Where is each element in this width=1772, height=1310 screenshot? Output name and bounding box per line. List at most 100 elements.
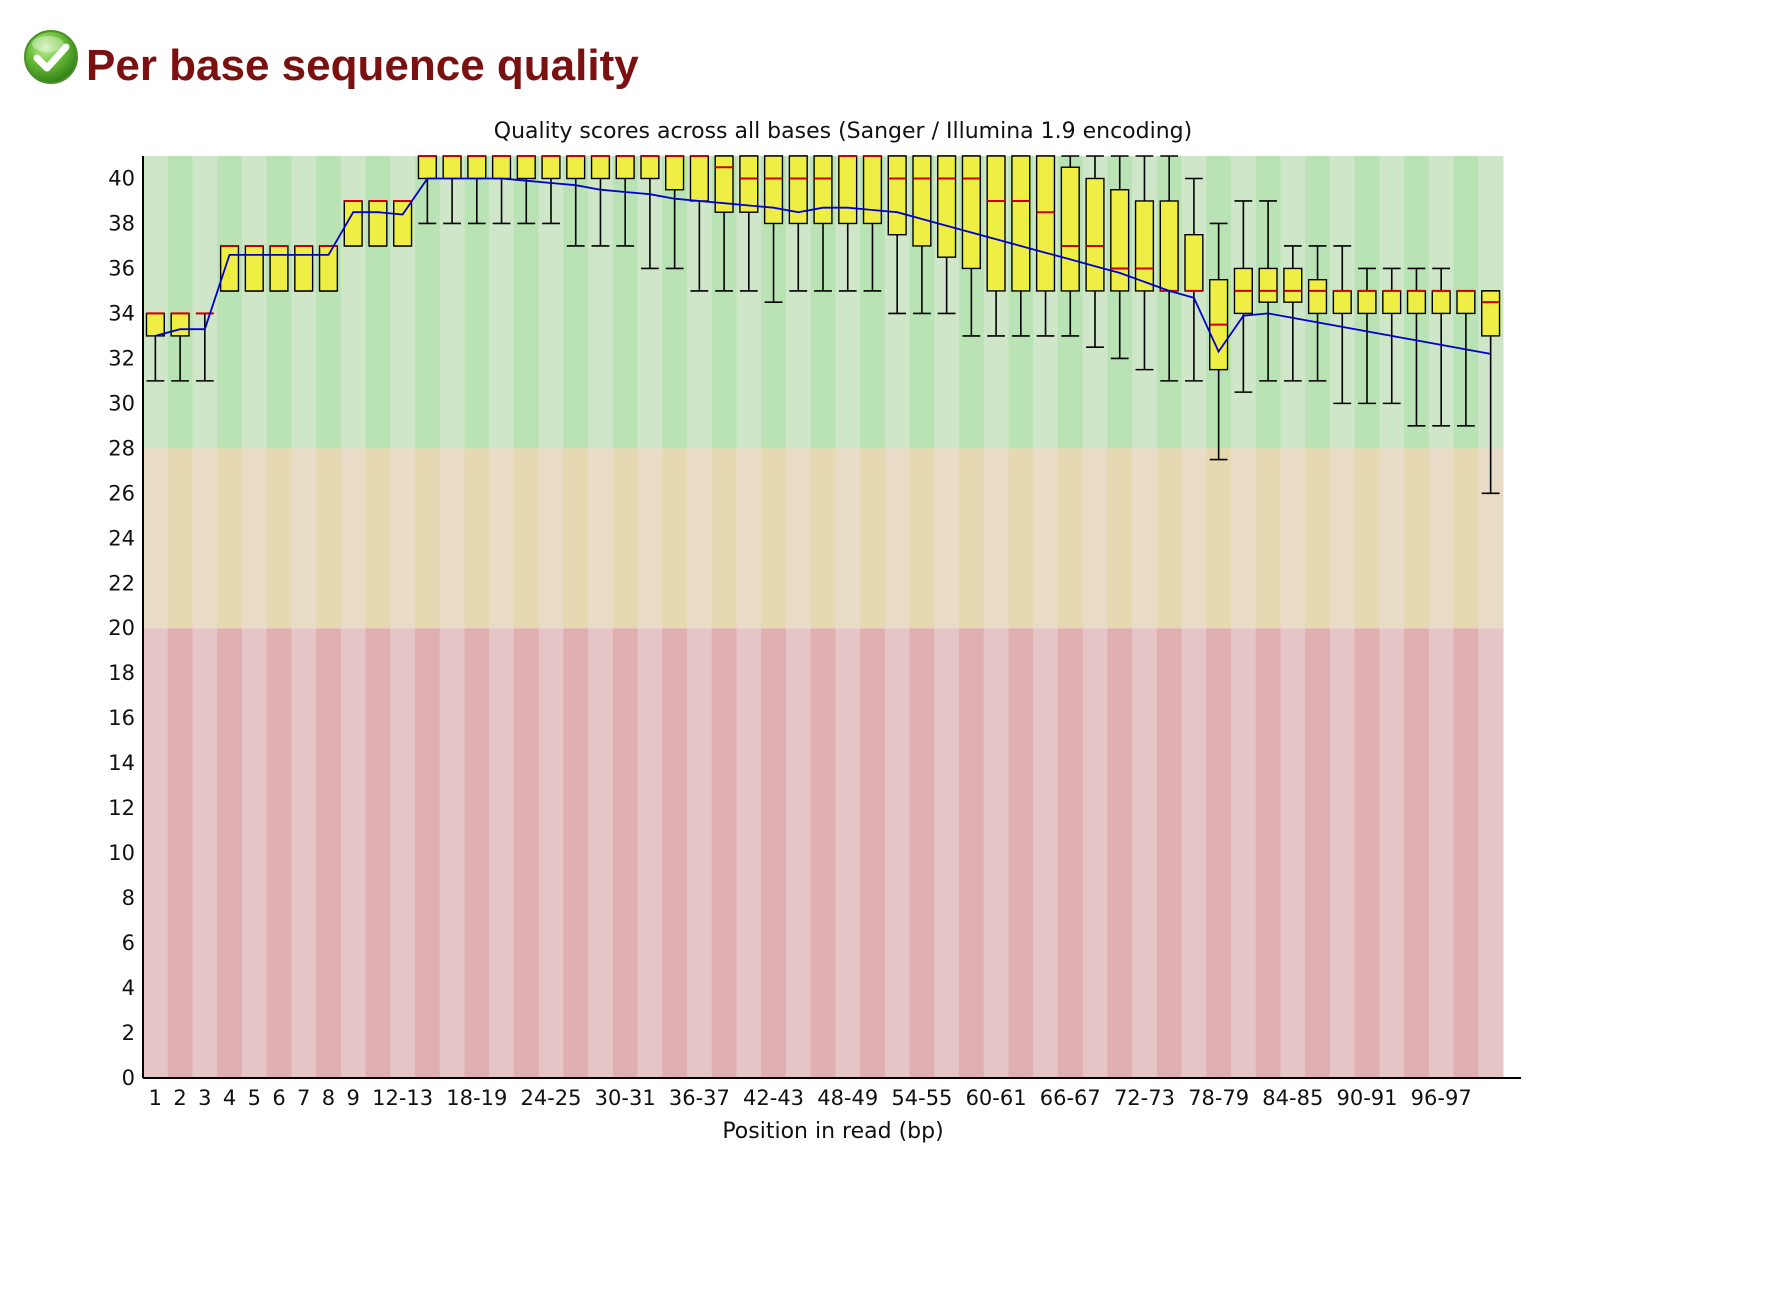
box-position-88-89 (1332, 245, 1352, 405)
band-poor-column (934, 628, 960, 1078)
band-poor-column (983, 628, 1009, 1078)
band-reasonable-column (588, 448, 614, 629)
band-reasonable-column (1082, 448, 1108, 629)
iqr-box (1085, 177, 1105, 292)
band-poor-column (390, 628, 416, 1078)
band-poor-column (1181, 628, 1207, 1078)
band-poor-column (785, 628, 812, 1078)
band-poor-column (192, 628, 218, 1078)
x-tick-label: 9 (346, 1086, 359, 1110)
y-tick-label: 30 (108, 391, 135, 415)
band-poor-column (538, 628, 564, 1078)
iqr-box (516, 155, 536, 180)
band-poor-column (1478, 628, 1504, 1078)
band-poor-column (1082, 628, 1108, 1078)
box-position-18-19 (467, 155, 487, 225)
band-reasonable-column (439, 448, 465, 629)
iqr-box (937, 155, 957, 258)
band-reasonable-column (563, 448, 589, 629)
box-position-22-23 (516, 155, 536, 225)
box-position-26-27 (566, 155, 586, 247)
x-tick-label: 96-97 (1411, 1086, 1472, 1110)
iqr-box (541, 155, 561, 180)
band-poor-column (637, 628, 663, 1078)
band-poor-column (1354, 628, 1380, 1078)
band-reasonable-column (1033, 448, 1059, 629)
x-tick-label: 60-61 (966, 1086, 1027, 1110)
box-position-74-75 (1159, 155, 1179, 382)
x-tick-label: 4 (223, 1086, 236, 1110)
band-poor-column (1008, 628, 1034, 1078)
box-position-14-15 (417, 155, 437, 225)
box-position-64-65 (1035, 155, 1056, 337)
band-reasonable-column (1305, 448, 1331, 629)
band-poor-column (563, 628, 589, 1078)
box-position-84-85 (1283, 245, 1303, 382)
box-position-52-53 (887, 155, 907, 315)
y-tick-label: 24 (108, 526, 135, 550)
band-poor-column (143, 628, 169, 1078)
y-tick-label: 34 (108, 301, 135, 325)
band-good-column (316, 156, 342, 449)
band-reasonable-column (983, 448, 1009, 629)
y-tick-label: 18 (108, 661, 135, 685)
band-reasonable-column (687, 448, 713, 629)
band-poor-column (1255, 628, 1281, 1078)
x-tick-label: 42-43 (743, 1086, 804, 1110)
x-tick-label: 6 (272, 1086, 285, 1110)
iqr-box (269, 245, 289, 292)
band-poor-column (1033, 628, 1059, 1078)
box-position-1 (145, 312, 165, 382)
iqr-box (615, 155, 635, 180)
band-poor-column (1453, 628, 1479, 1078)
band-poor-column (167, 628, 193, 1078)
y-tick-label: 12 (108, 796, 135, 820)
iqr-box (640, 155, 660, 180)
band-reasonable-column (711, 448, 737, 629)
band-poor-column (1428, 628, 1455, 1078)
band-reasonable-column (1453, 448, 1479, 629)
box-position-48-49 (838, 155, 858, 292)
box-position-12-13 (393, 199, 413, 247)
band-reasonable-column (241, 448, 268, 629)
check-circle-icon (24, 30, 78, 84)
band-poor-column (612, 628, 639, 1078)
y-tick-label: 38 (108, 211, 135, 235)
band-poor-column (810, 628, 836, 1078)
y-tick-label: 40 (108, 166, 135, 190)
band-reasonable-column (785, 448, 812, 629)
y-tick-label: 26 (108, 481, 135, 505)
box-position-56-57 (937, 155, 957, 315)
band-poor-column (489, 628, 515, 1078)
y-tick-label: 4 (122, 976, 135, 1000)
iqr-box (1431, 290, 1451, 315)
band-reasonable-column (1231, 448, 1257, 629)
band-poor-column (1329, 628, 1356, 1078)
box-position-98-99 (1456, 289, 1476, 427)
y-tick-label: 8 (122, 886, 135, 910)
box-position-78-79 (1209, 222, 1229, 461)
iqr-box (417, 155, 437, 180)
band-reasonable-column (1107, 448, 1133, 629)
box-position-24-25 (541, 155, 561, 225)
y-tick-label: 0 (122, 1066, 135, 1090)
band-poor-column (588, 628, 614, 1078)
band-poor-column (1404, 628, 1430, 1078)
box-position-10-11 (368, 199, 388, 247)
band-poor-column (241, 628, 268, 1078)
y-tick-label: 32 (108, 346, 135, 370)
band-poor-column (513, 628, 540, 1078)
box-position-70-71 (1110, 155, 1130, 360)
band-reasonable-column (1404, 448, 1430, 629)
iqr-box (1110, 189, 1130, 292)
band-poor-column (365, 628, 391, 1078)
box-position-96-97 (1431, 267, 1451, 427)
box-position-5 (244, 244, 264, 292)
band-poor-column (291, 628, 317, 1078)
band-poor-column (959, 628, 985, 1078)
box-position-6 (269, 244, 289, 292)
band-poor-column (761, 628, 787, 1078)
band-reasonable-column (637, 448, 663, 629)
x-tick-label: 90-91 (1336, 1086, 1397, 1110)
iqr-box (1332, 290, 1352, 315)
